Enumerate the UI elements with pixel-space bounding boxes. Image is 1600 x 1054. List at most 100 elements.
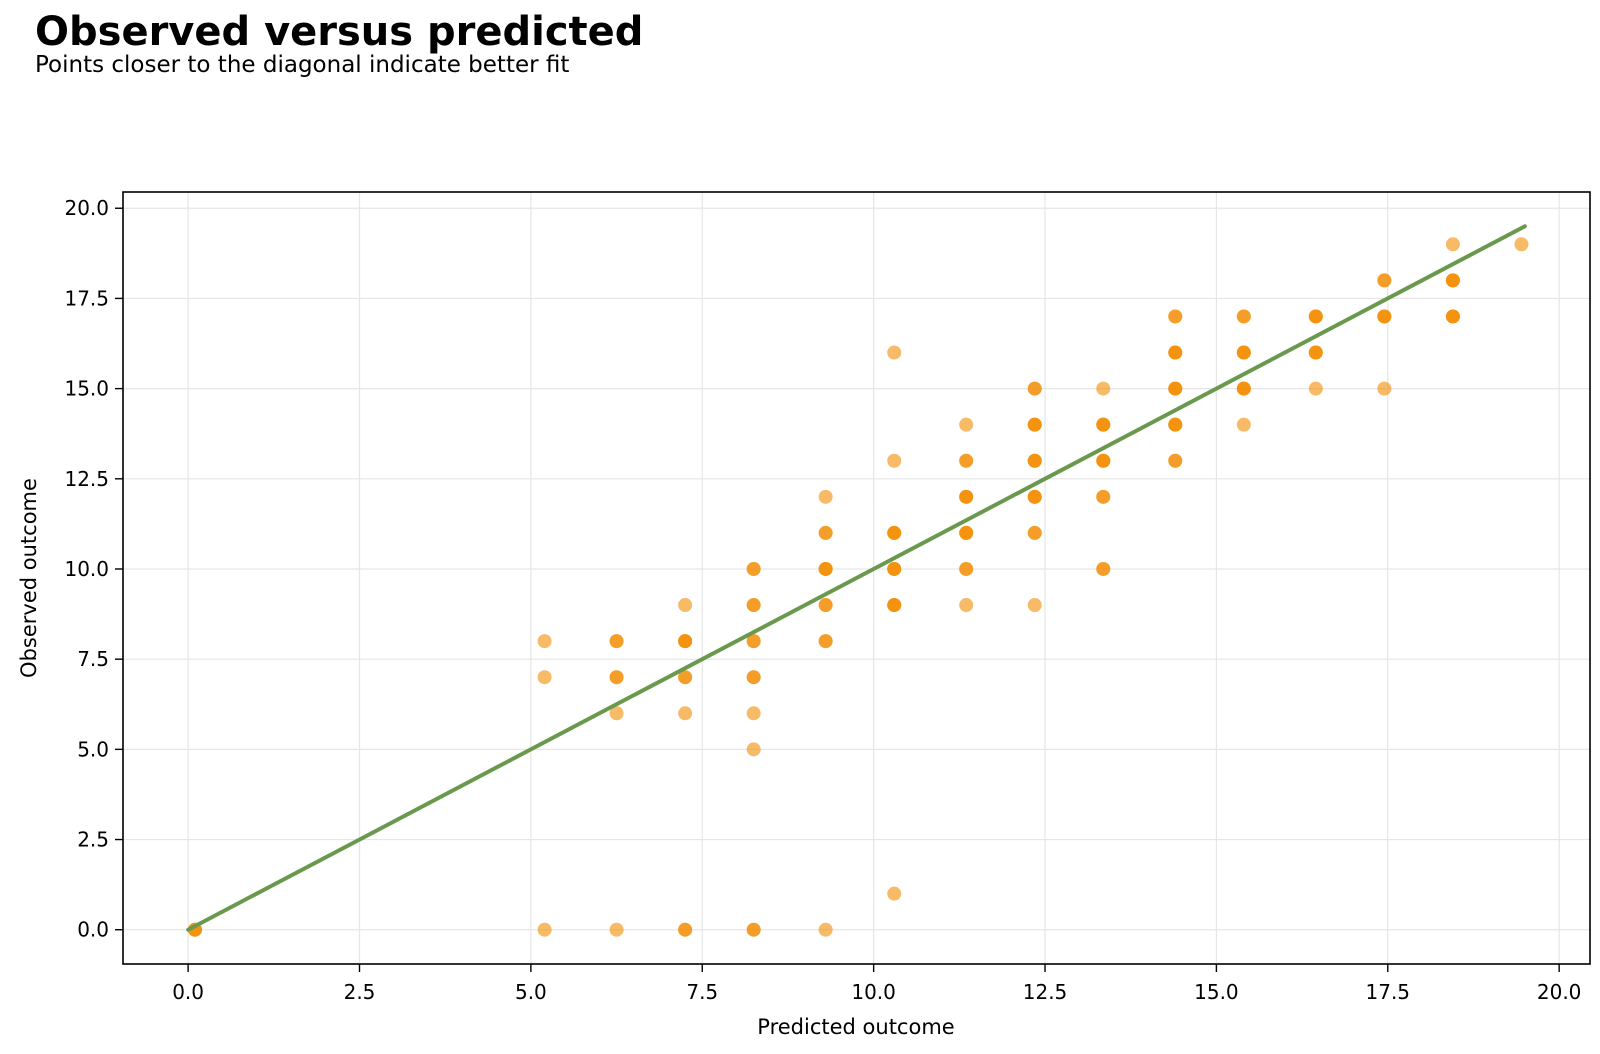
- chart-title: Observed versus predicted: [35, 9, 644, 55]
- data-point-mark: [1308, 381, 1323, 396]
- y-tick-label: 15.0: [64, 377, 109, 401]
- data-point-mark: [959, 598, 974, 613]
- data-point-mark: [746, 634, 761, 649]
- data-point-mark: [1168, 453, 1183, 468]
- data-point: [1096, 417, 1111, 432]
- data-point: [678, 670, 693, 685]
- x-tick-label: 2.5: [344, 980, 376, 1004]
- data-point-mark: [1514, 237, 1529, 252]
- data-point-mark: [678, 922, 693, 937]
- data-point: [1168, 453, 1183, 468]
- data-point: [1445, 309, 1460, 324]
- data-point-mark: [1096, 417, 1111, 432]
- y-axis-label: Observed outcome: [17, 478, 41, 678]
- data-point: [1168, 309, 1183, 324]
- data-point: [1096, 561, 1111, 576]
- x-tick-label: 0.0: [172, 980, 204, 1004]
- data-point: [818, 634, 833, 649]
- data-point: [1308, 381, 1323, 396]
- data-point: [1096, 381, 1111, 396]
- x-tick-label: 20.0: [1537, 980, 1582, 1004]
- data-point-mark: [609, 634, 624, 649]
- data-point-mark: [609, 706, 624, 721]
- data-point-mark: [678, 706, 693, 721]
- data-point-mark: [1377, 309, 1392, 324]
- data-point-mark: [959, 561, 974, 576]
- data-point-mark: [746, 742, 761, 757]
- data-point: [887, 525, 902, 540]
- data-point: [1308, 309, 1323, 324]
- data-point-mark: [746, 670, 761, 685]
- data-point-mark: [1027, 381, 1042, 396]
- data-point: [887, 598, 902, 613]
- data-point: [887, 886, 902, 901]
- data-point-mark: [746, 706, 761, 721]
- data-point: [887, 561, 902, 576]
- data-point-mark: [818, 634, 833, 649]
- data-point: [1445, 273, 1460, 288]
- data-point-mark: [1096, 453, 1111, 468]
- data-point: [746, 598, 761, 613]
- data-point: [1168, 381, 1183, 396]
- data-point-mark: [818, 922, 833, 937]
- data-point: [818, 922, 833, 937]
- data-point-mark: [1445, 309, 1460, 324]
- data-point: [746, 634, 761, 649]
- data-point-mark: [678, 634, 693, 649]
- y-tick-label: 5.0: [77, 737, 109, 761]
- data-point: [746, 922, 761, 937]
- data-point-mark: [887, 345, 902, 360]
- data-point-mark: [1445, 237, 1460, 252]
- data-point-mark: [1168, 309, 1183, 324]
- data-point-mark: [818, 489, 833, 504]
- data-point-mark: [1168, 345, 1183, 360]
- data-point: [746, 742, 761, 757]
- data-point: [1377, 309, 1392, 324]
- data-point-mark: [1168, 381, 1183, 396]
- data-points: [187, 237, 1529, 937]
- data-point-mark: [746, 922, 761, 937]
- data-point: [1027, 598, 1042, 613]
- x-tick-label: 17.5: [1366, 980, 1411, 1004]
- data-point: [959, 453, 974, 468]
- data-point: [1514, 237, 1529, 252]
- data-point: [1027, 453, 1042, 468]
- data-point-mark: [818, 525, 833, 540]
- data-point: [887, 345, 902, 360]
- data-point-mark: [609, 922, 624, 937]
- data-point: [537, 670, 552, 685]
- plot-frame: [122, 191, 1591, 965]
- data-point: [1308, 345, 1323, 360]
- data-point: [1236, 345, 1251, 360]
- data-point: [537, 634, 552, 649]
- x-axis-label: Predicted outcome: [757, 1015, 954, 1039]
- data-point-mark: [537, 922, 552, 937]
- data-point-mark: [887, 886, 902, 901]
- data-point-mark: [818, 598, 833, 613]
- data-point-mark: [1096, 561, 1111, 576]
- data-point: [1377, 381, 1392, 396]
- data-point-mark: [1027, 417, 1042, 432]
- y-tick-label: 17.5: [64, 286, 109, 310]
- data-point-mark: [887, 525, 902, 540]
- data-point: [1236, 417, 1251, 432]
- data-point-mark: [537, 670, 552, 685]
- data-point: [1096, 453, 1111, 468]
- data-point-mark: [818, 561, 833, 576]
- y-tick-label: 20.0: [64, 196, 109, 220]
- data-point-mark: [959, 417, 974, 432]
- reference-line: [186, 224, 1527, 932]
- data-point: [746, 561, 761, 576]
- data-point-mark: [1308, 309, 1323, 324]
- y-tick-label: 10.0: [64, 557, 109, 581]
- data-point: [1236, 309, 1251, 324]
- x-tick-label: 5.0: [515, 980, 547, 1004]
- data-point: [678, 922, 693, 937]
- data-point: [1027, 489, 1042, 504]
- chart-subtitle: Points closer to the diagonal indicate b…: [35, 52, 570, 78]
- data-point: [746, 670, 761, 685]
- y-tick-label: 0.0: [77, 918, 109, 942]
- data-point-mark: [1236, 417, 1251, 432]
- x-tick-label: 7.5: [686, 980, 718, 1004]
